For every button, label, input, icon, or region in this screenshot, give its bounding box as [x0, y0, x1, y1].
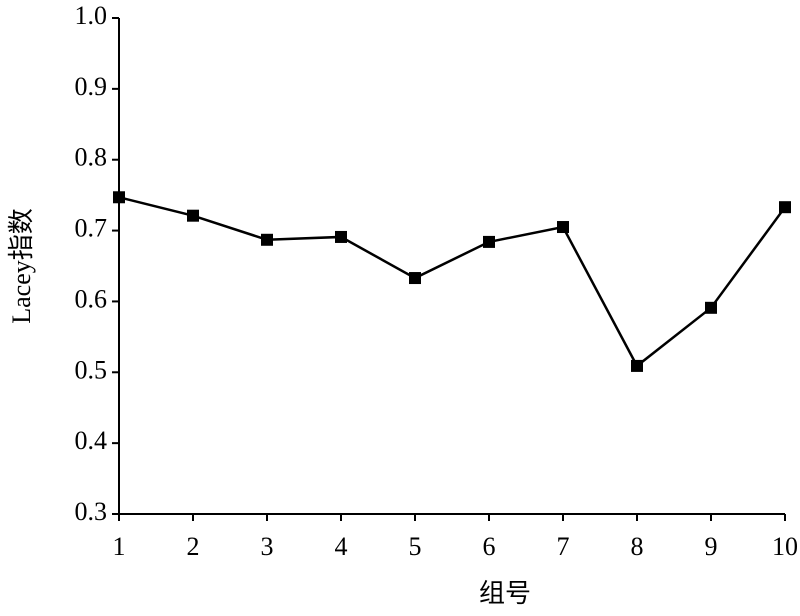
x-tick-label: 2: [187, 532, 200, 561]
x-tick-label: 4: [335, 532, 348, 561]
series-line: [118, 196, 787, 368]
y-axis-label: Lacey指数: [7, 208, 36, 324]
y-tick-label: 0.3: [75, 497, 108, 526]
x-tick-label: 5: [409, 532, 422, 561]
marker: [631, 359, 643, 372]
y-tick-label: 0.5: [75, 355, 108, 384]
marker: [409, 272, 421, 285]
x-tick-label: 3: [261, 532, 274, 561]
x-axis-label: 组号: [479, 579, 531, 608]
marker: [557, 221, 569, 234]
x-tick-label: 1: [113, 532, 126, 561]
x-tick-label: 8: [631, 532, 644, 561]
marker: [705, 301, 717, 314]
y-tick-label: 0.7: [75, 214, 108, 243]
marker: [779, 201, 791, 214]
marker: [335, 230, 347, 243]
x-tick-label: 6: [483, 532, 496, 561]
marker: [113, 191, 125, 204]
x-tick-label: 9: [705, 532, 718, 561]
y-tick-label: 0.6: [75, 284, 108, 313]
marker: [261, 233, 273, 246]
marker: [483, 235, 495, 248]
y-tick-label: 0.4: [75, 426, 108, 455]
y-tick-label: 0.8: [75, 143, 108, 172]
x-tick-label: 10: [772, 532, 798, 561]
y-tick-label: 1.0: [75, 1, 108, 30]
marker: [187, 209, 199, 222]
y-tick-label: 0.9: [75, 72, 108, 101]
x-tick-label: 7: [557, 532, 570, 561]
